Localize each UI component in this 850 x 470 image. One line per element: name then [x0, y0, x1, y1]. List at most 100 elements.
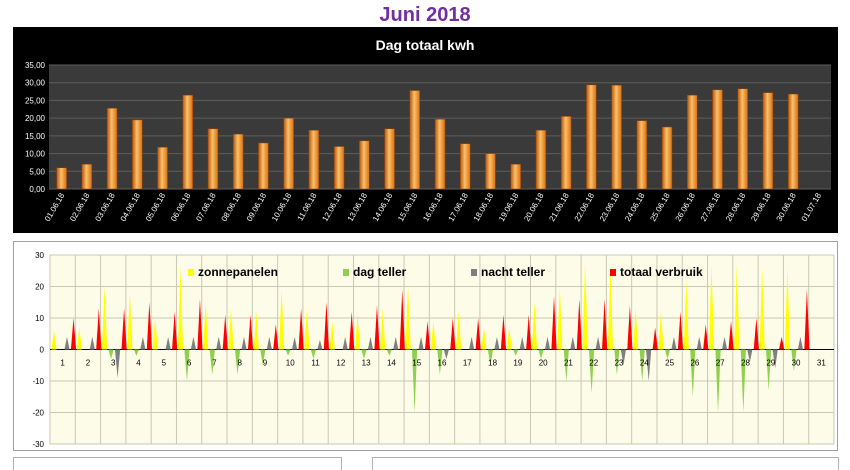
series-spike: [64, 336, 70, 350]
daily-total-chart: Dag totaal kwh 0,00 5,00 10,00 15,00 20,00 25…: [13, 27, 838, 233]
series-spike: [779, 336, 785, 350]
series-spike: [690, 349, 696, 397]
x-tick-label: 9: [263, 359, 268, 368]
bar: [787, 93, 799, 190]
series-spike: [646, 349, 652, 381]
x-tick-label: 17: [463, 359, 472, 368]
series-spike: [652, 327, 658, 350]
x-tick-label: 6: [187, 359, 192, 368]
series-spike: [253, 311, 259, 350]
x-tick-label: 1: [60, 359, 65, 368]
bar: [409, 90, 421, 190]
series-spike: [658, 311, 664, 350]
series-spike: [494, 336, 500, 350]
series-spike: [544, 336, 551, 350]
series-spike: [487, 349, 494, 366]
x-tick-label: 22: [589, 359, 598, 368]
y-tick-label: 5,00: [29, 167, 45, 176]
series-spike: [292, 336, 298, 350]
series-spike: [285, 349, 291, 356]
series-spike: [354, 314, 361, 350]
x-tick-label: 29: [766, 359, 775, 368]
series-spike: [197, 299, 203, 350]
series-spike: [127, 292, 133, 350]
next-panel-right: [372, 457, 839, 470]
x-tick-label: 4: [136, 359, 141, 368]
next-panel-left: [13, 457, 342, 470]
series-spike: [627, 305, 633, 350]
series-spike: [380, 308, 386, 350]
series-spike: [203, 302, 209, 350]
series-spike: [374, 305, 380, 350]
series-spike: [172, 311, 178, 350]
series-spike: [614, 349, 620, 375]
series-spike: [784, 267, 791, 350]
series-spike: [734, 264, 740, 350]
x-tick-label: 7: [212, 359, 217, 368]
series-spike: [317, 340, 323, 350]
series-spike: [411, 349, 418, 413]
page-title: Juni 2018: [379, 4, 471, 26]
series-spike: [430, 321, 436, 350]
x-tick-label: 13: [362, 359, 371, 368]
series-spike: [260, 349, 266, 366]
series-spike: [708, 264, 715, 350]
bar: [81, 163, 93, 190]
series-spike: [595, 336, 601, 350]
series-spike: [177, 267, 184, 350]
bar: [762, 92, 774, 190]
y-tick-label: -10: [32, 377, 44, 386]
series-spike: [620, 349, 626, 366]
series-spike: [386, 349, 392, 356]
series-spike: [418, 336, 424, 350]
y-tick-label: 0,00: [29, 185, 45, 194]
series-spike: [506, 327, 512, 350]
bar: [182, 94, 193, 190]
bar: [132, 119, 143, 190]
series-spike: [804, 289, 810, 350]
x-tick-label: 27: [716, 359, 725, 368]
bar: [586, 84, 597, 190]
series-spike: [140, 336, 146, 350]
legend-label: nacht teller: [481, 265, 545, 279]
series-spike: [570, 336, 576, 350]
bar: [106, 107, 118, 190]
series-spike: [234, 349, 241, 375]
bar: [535, 129, 547, 190]
series-spike: [310, 349, 317, 359]
y-tick-label: 20,00: [25, 114, 46, 123]
x-tick-label: 5: [162, 359, 167, 368]
series-spike: [108, 349, 114, 359]
bar: [434, 118, 446, 190]
y-tick-label: 10,00: [25, 150, 46, 159]
y-tick-label: 0: [40, 346, 45, 355]
bar: [157, 146, 168, 190]
series-spike: [367, 336, 374, 350]
series-spike: [797, 336, 804, 350]
series-spike: [538, 349, 544, 359]
series-spike: [247, 314, 254, 350]
y-tick-label: -30: [32, 440, 44, 449]
series-spike: [563, 349, 569, 381]
series-spike: [273, 324, 279, 350]
x-tick-label: 15: [412, 359, 421, 368]
bar: [560, 116, 572, 190]
series-spike: [424, 321, 431, 350]
series-spike: [133, 349, 139, 356]
series-spike: [531, 302, 538, 350]
x-tick-label: 23: [615, 359, 624, 368]
bar: [737, 88, 748, 190]
series-spike: [696, 336, 702, 350]
x-tick-label: 30: [792, 359, 801, 368]
series-spike: [759, 267, 765, 350]
series-spike: [588, 349, 595, 394]
x-tick-label: 2: [86, 359, 91, 368]
x-tick-label: 8: [237, 359, 242, 368]
x-tick-label: 12: [336, 359, 345, 368]
x-tick-label: 25: [665, 359, 674, 368]
bar: [485, 153, 496, 190]
series-spike: [405, 286, 411, 350]
series-spike: [241, 336, 247, 350]
x-tick-label: 31: [817, 359, 826, 368]
series-spike: [443, 349, 449, 359]
